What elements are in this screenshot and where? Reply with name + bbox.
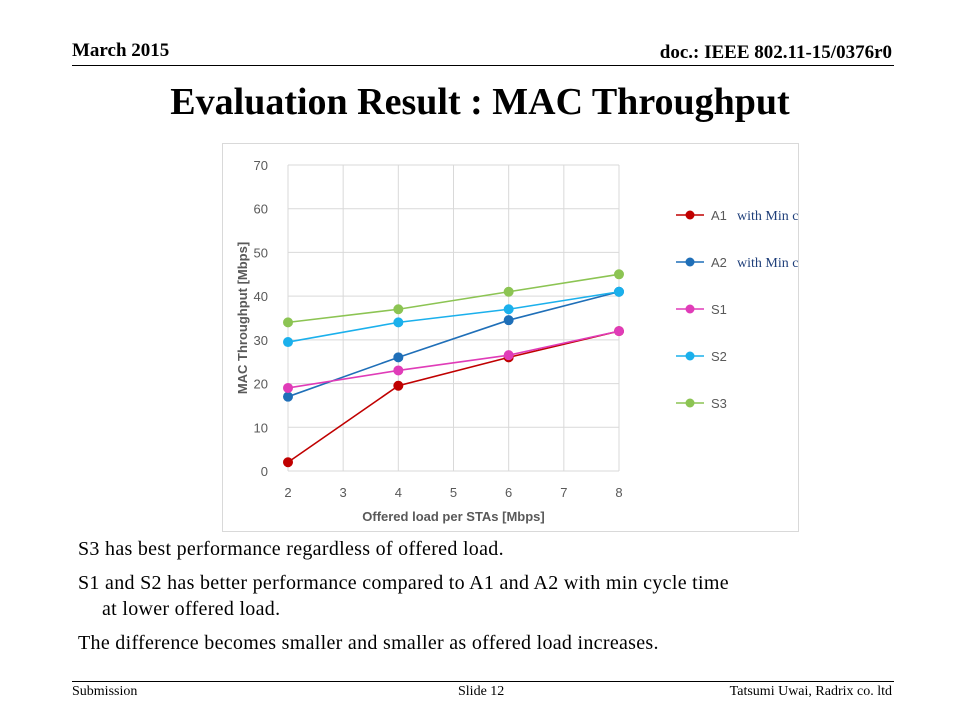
legend-marker-s1: [685, 304, 695, 314]
legend-label-a1: A1: [711, 208, 727, 223]
bullet-2-continued: at lower offered load.: [102, 598, 281, 620]
x-axis-title: Offered load per STAs [Mbps]: [362, 509, 545, 524]
y-tick-label: 70: [254, 158, 268, 173]
x-tick-label: 3: [340, 485, 347, 500]
legend-label-s2: S2: [711, 349, 727, 364]
footer-submission: Submission: [72, 684, 138, 699]
header-doc-id: doc.: IEEE 802.11-15/0376r0: [659, 42, 892, 63]
y-tick-label: 30: [254, 333, 268, 348]
bullet-3: The difference becomes smaller and small…: [78, 632, 659, 654]
data-point-s3: [393, 304, 404, 315]
data-point-a2: [503, 315, 514, 326]
data-point-s3: [503, 286, 514, 297]
series-line-s3: [287, 273, 620, 324]
y-tick-label: 40: [254, 289, 268, 304]
footer-slide-number: Slide 12: [458, 684, 505, 699]
legend-note-a2: with Min cycle time: [737, 256, 798, 271]
legend-label-s3: S3: [711, 396, 727, 411]
y-tick-label: 60: [254, 202, 268, 217]
data-point-a2: [283, 391, 293, 402]
y-tick-label: 50: [254, 245, 268, 260]
legend-marker-a1: [685, 210, 695, 220]
legend-note-a1: with Min cycle time: [737, 209, 798, 224]
y-tick-label: 20: [254, 377, 268, 392]
x-tick-label: 6: [505, 485, 512, 500]
y-axis-title: MAC Throughput [Mbps]: [235, 242, 250, 394]
data-point-s1: [503, 350, 514, 361]
x-tick-label: 7: [560, 485, 567, 500]
data-point-s2: [393, 317, 404, 328]
data-point-s1: [393, 365, 404, 376]
header-date: March 2015: [72, 40, 170, 61]
legend-marker-a2: [685, 257, 695, 267]
data-point-s1: [283, 382, 293, 393]
line-chart: 0 10 20 30 40 50 60 70 2 3 4 5 6 7 8 Offered load per S…: [235, 158, 798, 524]
data-point-a1: [283, 457, 293, 468]
bullet-2: S1 and S2 has better performance compare…: [78, 572, 729, 594]
data-point-s1: [614, 326, 624, 337]
x-tick-label: 4: [395, 485, 402, 500]
x-tick-label: 2: [284, 485, 291, 500]
footer-author: Tatsumi Uwai, Radrix co. ltd: [729, 684, 892, 699]
series-line-a2: [287, 290, 620, 398]
data-point-s2: [503, 304, 514, 315]
footer-divider: [72, 681, 894, 682]
legend-marker-s2: [685, 351, 695, 361]
series-line-a1: [287, 330, 620, 463]
header-divider: [72, 65, 894, 66]
series-line-s2: [287, 290, 620, 343]
y-tick-label: 0: [261, 464, 268, 479]
bullet-1: S3 has best performance regardless of of…: [78, 538, 504, 560]
body-text: S3 has best performance regardless of of…: [78, 536, 938, 656]
y-tick-label: 10: [254, 420, 268, 435]
legend-label-a2: A2: [711, 255, 727, 270]
x-tick-label: 8: [615, 485, 622, 500]
data-point-s2: [283, 337, 293, 348]
data-point-s3: [283, 317, 293, 328]
data-point-a2: [393, 352, 404, 363]
slide-title: Evaluation Result : MAC Throughput: [170, 81, 790, 123]
x-tick-label: 5: [450, 485, 457, 500]
data-point-s2: [614, 286, 624, 297]
data-point-a1: [393, 380, 404, 391]
legend-label-s1: S1: [711, 302, 727, 317]
data-point-s3: [614, 269, 624, 280]
series-line-s1: [287, 330, 620, 389]
legend-marker-s3: [685, 398, 695, 408]
chart-container: 0 10 20 30 40 50 60 70 2 3 4 5 6 7 8 Offered load per S…: [222, 143, 799, 532]
